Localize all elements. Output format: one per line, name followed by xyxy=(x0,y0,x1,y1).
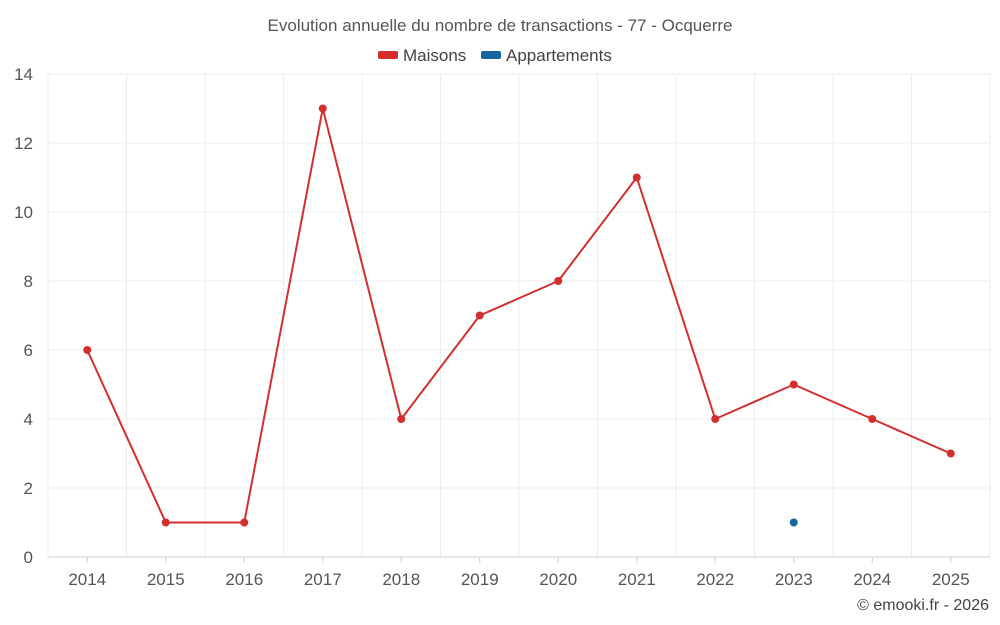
data-point-maisons-2025[interactable] xyxy=(946,449,955,458)
data-point-maisons-2017[interactable] xyxy=(318,104,327,113)
x-tick-label: 2025 xyxy=(932,570,970,589)
legend-swatch-maisons[interactable] xyxy=(378,51,398,59)
legend-label-appartements[interactable]: Appartements xyxy=(506,46,612,65)
y-tick-label: 2 xyxy=(24,479,33,498)
x-tick-label: 2021 xyxy=(618,570,656,589)
y-tick-label: 4 xyxy=(24,410,33,429)
series-line-maisons xyxy=(86,107,952,524)
y-tick-label: 0 xyxy=(24,548,33,567)
data-point-maisons-2024[interactable] xyxy=(868,415,877,423)
x-tick-label: 2020 xyxy=(539,570,577,589)
x-tick-label: 2019 xyxy=(461,570,499,589)
x-tick-label: 2014 xyxy=(68,570,106,589)
x-tick-label: 2016 xyxy=(225,570,263,589)
data-point-maisons-2020[interactable] xyxy=(554,277,563,285)
data-point-maisons-2016[interactable] xyxy=(240,518,249,527)
data-point-maisons-2022[interactable] xyxy=(711,415,720,423)
data-point-maisons-2018[interactable] xyxy=(397,415,406,423)
data-point-maisons-2014[interactable] xyxy=(83,346,92,354)
data-point-maisons-2019[interactable] xyxy=(475,311,484,320)
y-tick-label: 6 xyxy=(24,341,33,360)
legend: Maisons Appartements xyxy=(378,46,612,65)
data-point-maisons-2015[interactable] xyxy=(161,518,170,527)
x-tick-label: 2023 xyxy=(775,570,813,589)
x-tick-label: 2015 xyxy=(147,570,185,589)
x-axis: 2014 2015 2016 2017 2018 2019 2020 2021 2022 2023… xyxy=(48,556,990,589)
data-point-maisons-2021[interactable] xyxy=(632,173,641,182)
y-tick-label: 12 xyxy=(14,134,33,153)
y-tick-label: 14 xyxy=(14,65,33,84)
y-tick-label: 8 xyxy=(24,272,33,291)
x-tick-label: 2017 xyxy=(304,570,342,589)
series-layer xyxy=(83,104,955,527)
data-point-maisons-2023[interactable] xyxy=(789,380,798,389)
x-tick-label: 2024 xyxy=(853,570,891,589)
legend-label-maisons[interactable]: Maisons xyxy=(403,46,466,65)
y-tick-label: 10 xyxy=(14,203,33,222)
x-tick-label: 2018 xyxy=(382,570,420,589)
data-point-appartements-2023[interactable] xyxy=(789,518,798,527)
credit-text: © emooki.fr - 2026 xyxy=(857,597,989,614)
x-tick-label: 2022 xyxy=(696,570,734,589)
chart-title: Evolution annuelle du nombre de transact… xyxy=(268,16,733,35)
legend-swatch-appartements[interactable] xyxy=(481,51,501,59)
y-axis: 0 2 4 6 8 10 12 14 xyxy=(14,65,33,567)
grid xyxy=(47,73,991,557)
